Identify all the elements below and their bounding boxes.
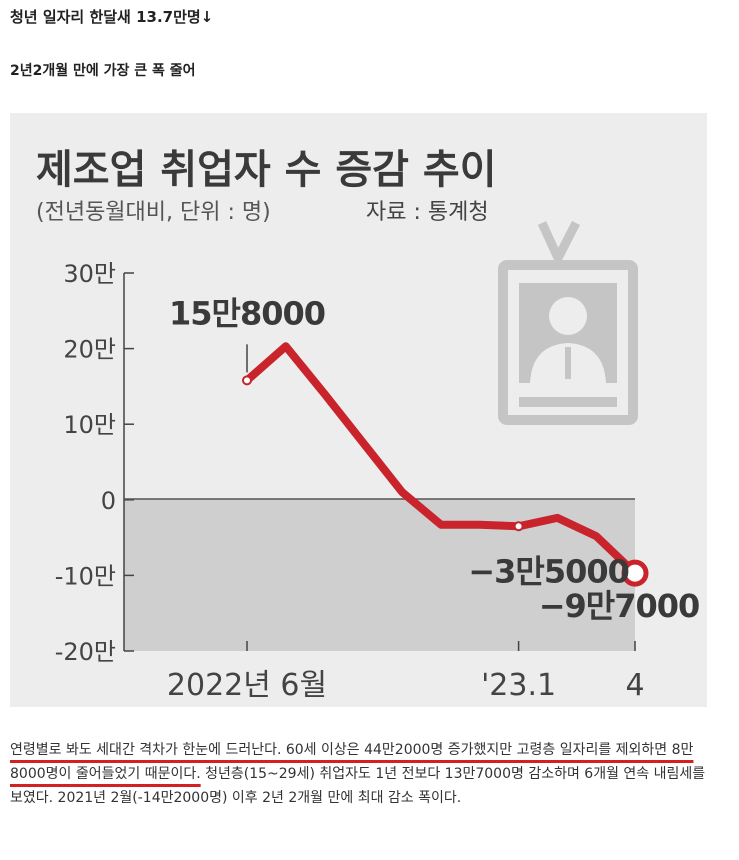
- chart-source: 자료 : 통계청: [366, 200, 489, 225]
- y-tick-label: -10만: [55, 562, 116, 590]
- chart-svg: 제조업 취업자 수 증감 추이 (전년동월대비, 단위 : 명) 자료 : 통계…: [36, 147, 700, 703]
- negative-zone: [124, 499, 635, 651]
- data-point: [242, 375, 252, 386]
- data-point: [621, 559, 649, 587]
- x-tick-label: 4: [625, 668, 644, 703]
- y-tick-label: 10만: [63, 411, 116, 439]
- chart-subtitle: (전년동월대비, 단위 : 명): [36, 200, 271, 225]
- x-tick-label: 2022년 6월: [167, 668, 327, 703]
- annotation-label: −9만7000: [539, 587, 700, 625]
- series-line: [243, 342, 639, 578]
- data-point: [513, 521, 524, 532]
- y-tick-label: 0: [101, 487, 116, 515]
- y-tick-label: 20만: [63, 336, 116, 364]
- annotation-label: −3만5000: [468, 552, 629, 590]
- article-body-rest: 청년층(15~29세) 취업자도 1년 전보다 13만7000명 감소하며 6개…: [10, 766, 706, 806]
- annotation-label: 15만8000: [169, 294, 325, 332]
- y-tick-label: -20만: [55, 638, 116, 666]
- y-tick-label: 30만: [63, 260, 116, 288]
- article-body-highlighted: 연령별로 봐도 세대간 격차가 한눈에 드러난다. 60세 이상은 44만200…: [10, 742, 694, 782]
- x-tick-label: '23.1: [481, 668, 556, 703]
- headline: 청년 일자리 한달새 13.7만명↓: [10, 8, 214, 26]
- article-body: 연령별로 봐도 세대간 격차가 한눈에 드러난다. 60세 이상은 44만200…: [10, 738, 722, 810]
- chart-container: 제조업 취업자 수 증감 추이 (전년동월대비, 단위 : 명) 자료 : 통계…: [10, 113, 707, 707]
- subhead: 2년2개월 만에 가장 큰 폭 줄어: [10, 63, 196, 79]
- id-badge-icon: [498, 220, 638, 425]
- chart-title: 제조업 취업자 수 증감 추이: [36, 147, 497, 193]
